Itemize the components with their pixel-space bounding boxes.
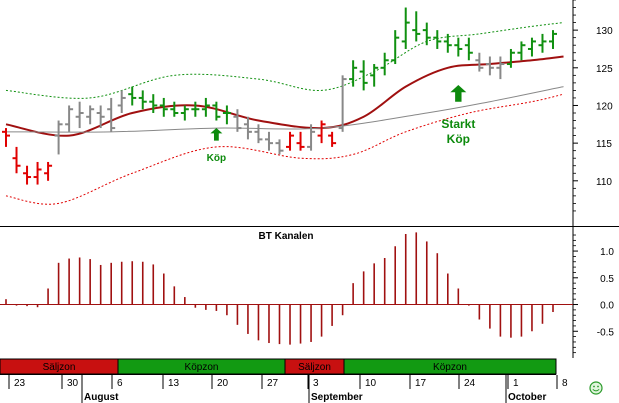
ohlc-bar [517, 41, 526, 61]
ohlc-bar [412, 11, 421, 42]
ohlc-bar [433, 30, 442, 49]
ohlc-bar [86, 105, 95, 125]
ohlc-bar [75, 101, 84, 129]
date-tick-label: 13 [168, 378, 180, 389]
date-tick-label: 30 [67, 378, 79, 389]
oscillator-y-tick-label: 0.0 [600, 301, 614, 312]
ohlc-bar [391, 30, 400, 65]
ohlc-bar [23, 165, 32, 185]
ohlc-bar [296, 131, 305, 151]
month-label: September [311, 392, 363, 403]
ohlc-bar [107, 97, 116, 132]
date-tick-label: 10 [365, 378, 377, 389]
ohlc-bar [422, 22, 431, 46]
ohlc-bar [264, 131, 273, 151]
ohlc-bar [506, 48, 515, 68]
price-y-tick-label: 130 [596, 26, 613, 37]
ohlc-bar [338, 75, 347, 132]
oscillator-y-tick-label: -0.5 [597, 327, 615, 338]
date-tick-label: 1 [513, 378, 519, 389]
ohlc-bar [286, 131, 295, 151]
ohlc-bar [464, 37, 473, 61]
date-tick-label: 17 [415, 378, 427, 389]
ohlc-bar [243, 116, 252, 140]
date-tick-label: 27 [267, 378, 279, 389]
oscillator-y-tick-label: 1.0 [600, 247, 614, 258]
ohlc-bar [138, 90, 147, 110]
month-label: October [508, 392, 546, 403]
date-tick-label: 20 [217, 378, 229, 389]
ohlc-bar [117, 90, 126, 113]
ohlc-bar [12, 146, 21, 174]
lower-band-line [5, 93, 564, 205]
oscillator-y-tick-label: 0.5 [600, 274, 614, 285]
ohlc-bar [254, 124, 263, 144]
zone-strip: Säljzon Köpzon Säljzon Köpzon [0, 358, 557, 375]
ohlc-bar [370, 64, 379, 87]
ohlc-bar [538, 33, 547, 53]
zone-label: Säljzon [298, 362, 331, 373]
buy-arrow-icon [210, 128, 223, 141]
strong-buy-label-line2: Köp [447, 132, 470, 146]
buy-arrow-icon [450, 85, 467, 102]
ohlc-bar [212, 101, 221, 121]
ohlc-bar [549, 30, 557, 49]
ohlc-bar [359, 60, 368, 91]
ohlc-bar [454, 37, 463, 57]
upper-band-line [5, 22, 564, 99]
ohlc-bar [222, 105, 231, 125]
ohlc-bar [443, 33, 452, 53]
ohlc-bar [275, 139, 284, 155]
ohlc-bar [170, 101, 179, 117]
buy-signal-label: Köp [207, 153, 226, 164]
price-y-tick-label: 120 [596, 101, 613, 112]
ohlc-bar [401, 7, 410, 49]
ohlc-bar [159, 97, 168, 117]
ohlc-bar [485, 56, 494, 76]
ohlc-bar [233, 109, 242, 132]
ohlc-bar [54, 120, 63, 155]
price-y-tick-label: 110 [596, 177, 612, 188]
ohlc-bar [496, 56, 505, 80]
oscillator-title: BT Kanalen [258, 231, 313, 242]
oscillator-panel: BT Kanalen -0.5 0.0 0.5 1.0 [0, 227, 614, 358]
ohlc-bar [201, 97, 210, 117]
ohlc-bar [328, 131, 337, 147]
month-label: August [84, 392, 119, 403]
ohlc-bar [527, 37, 536, 57]
ohlc-bar [33, 161, 42, 185]
date-tick-label: 3 [313, 378, 319, 389]
ohlc-bar [191, 101, 200, 117]
price-y-tick-label: 115 [596, 139, 612, 150]
smiley-icon [589, 381, 603, 395]
ohlc-bar [380, 52, 389, 76]
ohlc-bar [96, 105, 105, 129]
date-tick-label: 23 [14, 378, 26, 389]
ohlc-bar [317, 120, 326, 144]
date-tick-label: 8 [562, 378, 568, 389]
zone-label: Säljzon [43, 362, 76, 373]
strong-buy-label-line1: Starkt [441, 117, 475, 131]
ohlc-bar [349, 60, 358, 87]
ohlc-bar [475, 52, 484, 72]
ohlc-bar [44, 161, 53, 181]
date-tick-label: 24 [464, 378, 476, 389]
ohlc-bar [2, 128, 10, 147]
date-axis: 23 30 6 13 20 27 3 10 17 24 1 8 August September Octob… [0, 374, 568, 403]
zone-label: Köpzon [185, 362, 219, 373]
ohlc-bar [149, 94, 158, 113]
ohlc-bar [307, 124, 316, 151]
ohlc-bar [180, 105, 189, 121]
date-tick-label: 6 [117, 378, 123, 389]
zone-label: Köpzon [433, 362, 467, 373]
ohlc-bar [65, 105, 74, 132]
price-y-tick-label: 125 [596, 64, 613, 75]
ohlc-bar [128, 86, 137, 106]
